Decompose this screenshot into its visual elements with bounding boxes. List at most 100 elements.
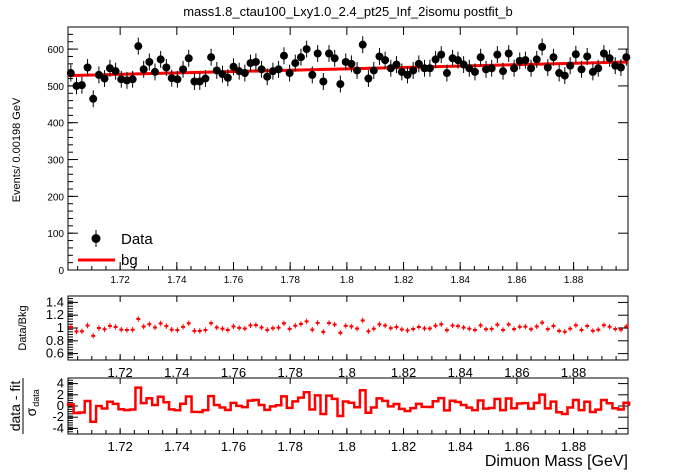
data-point-marker <box>425 64 434 73</box>
ratio-point <box>225 327 230 333</box>
data-point <box>459 56 468 74</box>
data-point <box>66 64 75 82</box>
data-point-marker <box>319 77 328 86</box>
data-point-marker <box>616 63 625 72</box>
pull-y-tick-label: 0 <box>57 398 64 413</box>
ratio-point <box>495 322 500 328</box>
ratio-point <box>551 323 556 329</box>
data-point-marker <box>504 49 513 58</box>
data-point-marker <box>179 65 188 74</box>
ratio-point <box>287 326 292 332</box>
data-point <box>543 59 552 76</box>
data-point-marker <box>308 70 317 79</box>
data-point-marker <box>173 75 182 84</box>
data-point-marker <box>476 53 485 62</box>
ratio-plot-frame <box>67 295 629 361</box>
ratio-point <box>360 317 365 324</box>
data-point <box>94 66 103 84</box>
ratio-point <box>517 324 522 330</box>
data-point <box>145 53 154 71</box>
ratio-x-tick-label: 1.72 <box>107 365 132 380</box>
data-point <box>605 49 614 67</box>
ratio-point <box>562 329 567 335</box>
x-axis-label: Dimuon Mass [GeV] <box>485 453 628 470</box>
ratio-point <box>91 333 96 339</box>
data-point-marker <box>543 63 552 72</box>
data-point-marker <box>263 72 272 81</box>
ratio-point <box>529 326 534 332</box>
data-point <box>319 73 328 90</box>
data-point-marker <box>296 53 305 62</box>
main-y-tick-label: 0 <box>58 266 64 277</box>
data-point <box>571 45 580 63</box>
ratio-point <box>439 321 444 327</box>
ratio-point <box>197 328 202 334</box>
data-point-marker <box>386 64 395 73</box>
data-point <box>599 45 608 62</box>
ratio-point <box>355 325 360 332</box>
data-point-marker <box>251 57 260 66</box>
ratio-point <box>427 325 432 332</box>
ratio-point <box>399 326 404 333</box>
data-point-marker <box>223 73 232 82</box>
ratio-point <box>540 320 545 326</box>
ratio-point <box>568 326 573 332</box>
main-plot-frame <box>67 26 629 271</box>
data-point-marker <box>453 56 462 65</box>
ratio-point <box>455 323 460 329</box>
data-point-marker <box>207 53 216 62</box>
fit-line <box>67 60 629 78</box>
data-point <box>375 47 384 65</box>
ratio-point <box>310 326 315 333</box>
ratio-point <box>276 324 281 331</box>
ratio-point <box>422 325 427 332</box>
ratio-point <box>545 326 550 332</box>
data-point-marker <box>325 49 334 58</box>
ratio-point <box>181 324 186 330</box>
ratio-point <box>85 322 90 329</box>
ratio-y-tick-label: 1.2 <box>46 307 64 322</box>
pull-x-tick-label: 1.84 <box>448 439 473 454</box>
ratio-point <box>512 326 517 332</box>
data-point-marker <box>583 52 592 61</box>
data-point <box>263 68 272 86</box>
ratio-point <box>237 325 242 331</box>
ratio-x-tick-label: 1.86 <box>504 365 529 380</box>
data-point <box>358 36 367 54</box>
pull-y-tick-label: 4 <box>57 376 64 391</box>
data-point <box>302 40 311 58</box>
ratio-point <box>68 324 73 330</box>
data-point-marker <box>605 54 614 63</box>
legend: Data bg <box>78 230 153 269</box>
data-point <box>151 63 160 81</box>
data-point <box>594 59 603 77</box>
ratio-point <box>130 326 135 333</box>
data-point-marker <box>594 64 603 73</box>
data-point <box>111 62 120 80</box>
data-point-marker <box>145 57 154 66</box>
ratio-point <box>607 324 612 330</box>
data-point <box>257 60 266 78</box>
data-point <box>566 57 575 75</box>
pull-x-tick-label: 1.76 <box>221 439 246 454</box>
ratio-point <box>405 327 410 334</box>
data-point <box>392 56 401 74</box>
data-point-marker <box>353 66 362 75</box>
data-point <box>173 70 182 88</box>
main-x-tick-label: 1.88 <box>564 275 584 286</box>
main-x-axis: 1.72 1.74 1.76 1.78 1.8 1.82 1.84 1.86 1.88 <box>77 27 617 286</box>
ratio-point <box>136 316 141 322</box>
ratio-y-axis-label: Data/Bkg <box>17 305 29 350</box>
data-point <box>527 59 536 77</box>
ratio-point <box>158 320 163 327</box>
ratio-point <box>79 328 84 335</box>
ratio-x-tick-label: 1.8 <box>338 365 356 380</box>
pull-y-axis-label: data - fit σ data <box>7 378 41 434</box>
ratio-point <box>74 328 79 335</box>
data-point <box>347 55 356 73</box>
data-point-marker <box>347 59 356 68</box>
pull-y-tick-label: 2 <box>57 387 64 402</box>
data-point-marker <box>201 74 210 83</box>
ratio-point <box>596 327 601 333</box>
